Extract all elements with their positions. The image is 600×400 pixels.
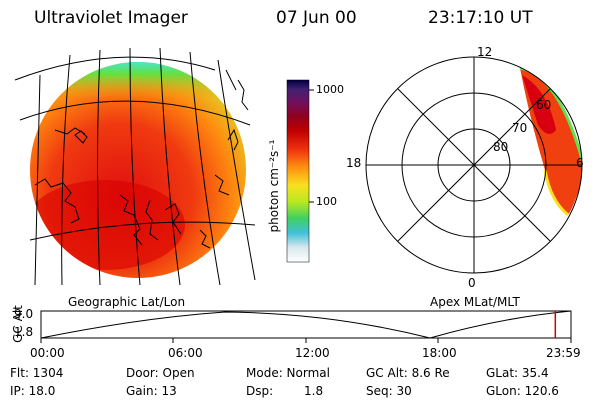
time-tick-0600: 06:00 xyxy=(168,346,203,360)
dsp-label: Dsp: xyxy=(246,384,274,398)
mode-value: Mode: Normal xyxy=(246,366,330,380)
gain-value: Gain: 13 xyxy=(126,384,177,398)
mlt-label-0: 0 xyxy=(468,276,476,290)
geo-latitude: GLat: 35.4 xyxy=(486,366,549,380)
colorbar-tick-1000: 1000 xyxy=(316,83,344,96)
earth-view-caption: Geographic Lat/Lon xyxy=(68,295,186,309)
sequence-number: Seq: 30 xyxy=(366,384,412,398)
door-status: Door: Open xyxy=(126,366,195,380)
lat-label-60: 60 xyxy=(536,98,552,112)
mlt-label-6: 6 xyxy=(576,156,584,170)
geo-longitude: GLon: 120.6 xyxy=(486,384,559,398)
time-tick-1800: 18:00 xyxy=(422,346,457,360)
colorbar-tick-100: 100 xyxy=(316,195,337,208)
lat-label-80: 80 xyxy=(493,140,509,154)
altitude-tick-1-8: 1.8 xyxy=(14,325,34,339)
flight-number: Flt: 1304 xyxy=(10,366,64,380)
polar-plot-caption: Apex MLat/MLT xyxy=(430,295,520,309)
mlt-label-12: 12 xyxy=(477,45,493,59)
time-tick-1200: 12:00 xyxy=(295,346,330,360)
gc-altitude: GC Alt: 8.6 Re xyxy=(366,366,450,380)
dsp-value: 1.8 xyxy=(304,384,324,398)
ip-value: IP: 18.0 xyxy=(10,384,56,398)
date-label: 07 Jun 00 xyxy=(276,8,357,28)
altitude-tick-9: 9.0 xyxy=(14,307,34,321)
time-tick-0000: 00:00 xyxy=(30,346,65,360)
lat-label-70: 70 xyxy=(512,121,528,135)
mlt-label-18: 18 xyxy=(346,156,362,170)
app-title: Ultraviolet Imager xyxy=(34,8,188,28)
time-label: 23:17:10 UT xyxy=(428,8,533,28)
time-tick-2359: 23:59 xyxy=(546,346,581,360)
